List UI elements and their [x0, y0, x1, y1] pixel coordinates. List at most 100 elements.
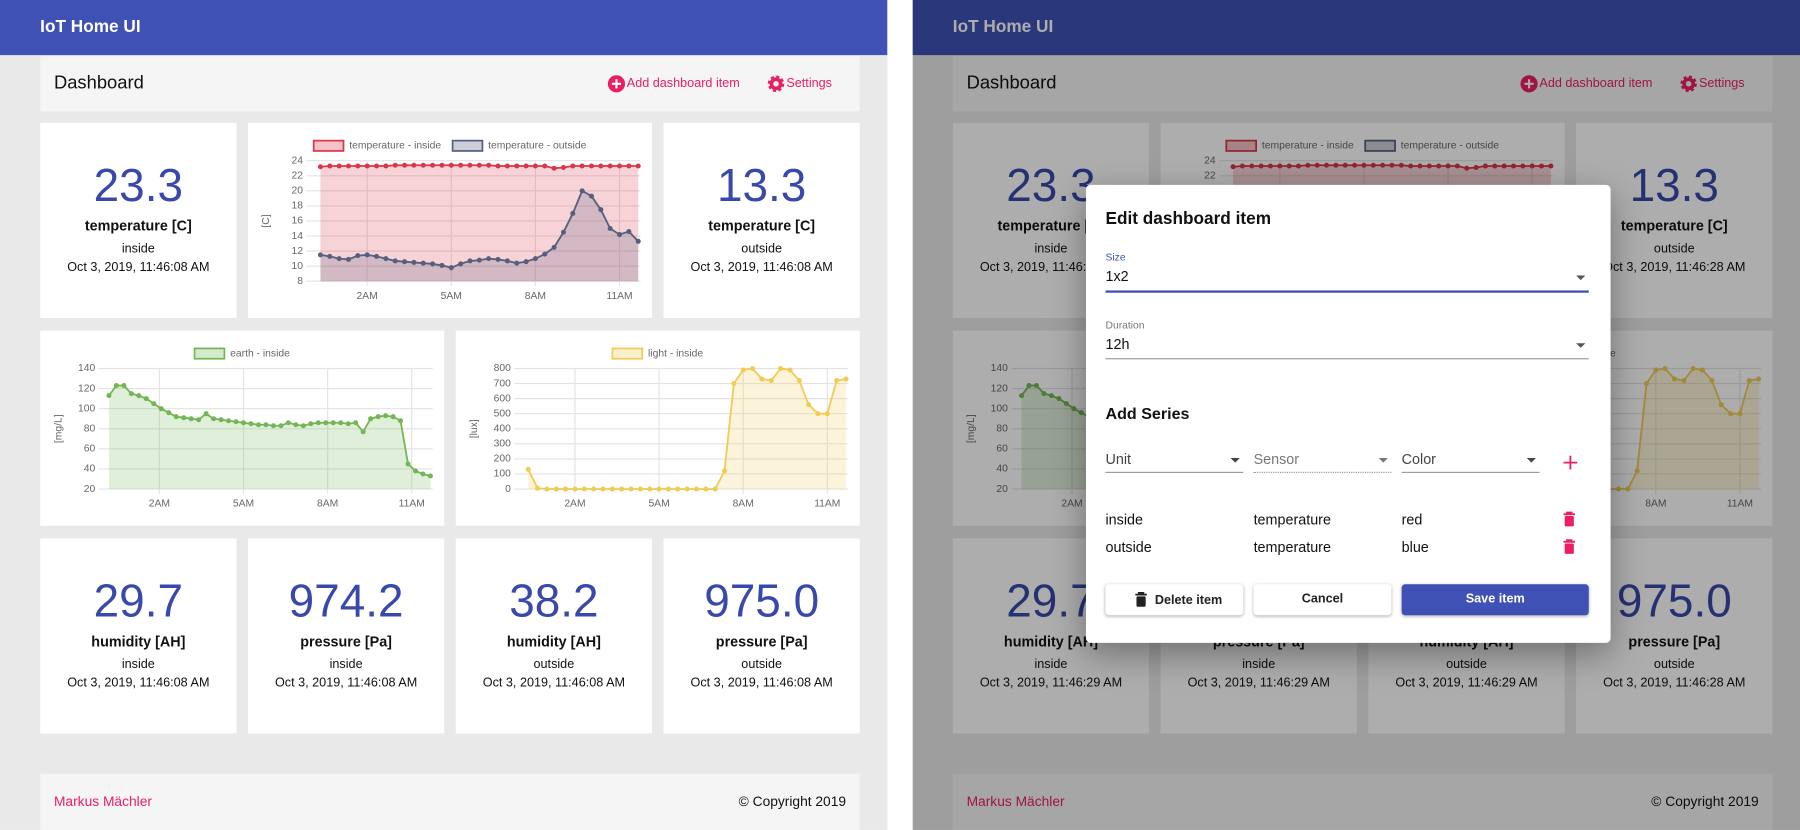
- data-point: [1681, 378, 1687, 384]
- y-tick-label: 10: [292, 261, 304, 272]
- data-point: [1314, 162, 1320, 168]
- data-point: [703, 486, 709, 492]
- sensor-time: Oct 3, 2019, 11:46:29 AM: [1395, 676, 1538, 690]
- data-point: [360, 429, 366, 435]
- legend-label: temperature - outside: [1401, 141, 1499, 152]
- dialog-title: Edit dashboard item: [1105, 208, 1272, 229]
- data-point: [1258, 163, 1264, 169]
- data-point: [166, 410, 172, 416]
- icon-shape: [611, 79, 622, 89]
- settings-button[interactable]: Settings: [767, 72, 847, 95]
- data-point: [383, 256, 389, 262]
- add-series-button[interactable]: [1562, 455, 1578, 471]
- data-point: [1718, 402, 1724, 408]
- x-tick-label: 11AM: [1727, 499, 1753, 510]
- data-point: [626, 163, 632, 169]
- y-axis-label: [C]: [261, 214, 272, 227]
- data-point: [778, 365, 784, 372]
- data-point: [665, 486, 671, 492]
- data-point: [317, 164, 323, 170]
- save-button[interactable]: Save item: [1401, 584, 1589, 616]
- data-point: [1709, 378, 1715, 384]
- series-area: [320, 165, 639, 282]
- data-point: [579, 188, 585, 194]
- sensor-time: Oct 3, 2019, 11:46:08 AM: [690, 676, 833, 690]
- y-tick-label: 16: [292, 216, 304, 227]
- data-point: [226, 418, 232, 424]
- footer-author[interactable]: Markus Mächler: [966, 793, 1065, 810]
- button-label: Settings: [786, 76, 832, 91]
- color-select[interactable]: Color: [1401, 448, 1540, 473]
- data-point: [1295, 163, 1302, 169]
- y-axis-label: [mg/L]: [966, 414, 977, 443]
- sensor-value: 38.2: [509, 576, 599, 627]
- sensor-location: inside: [121, 657, 155, 672]
- data-point: [514, 163, 520, 169]
- data-point: [1019, 393, 1025, 399]
- sensor-location: outside: [533, 657, 575, 672]
- data-point: [143, 396, 149, 402]
- field-label: Size: [1105, 251, 1126, 263]
- cancel-button[interactable]: Cancel: [1253, 584, 1392, 616]
- sensor-select[interactable]: Sensor: [1253, 448, 1392, 473]
- y-tick-label: 140: [78, 363, 95, 374]
- data-point: [1510, 163, 1516, 169]
- add-item-button[interactable]: Add dashboard item: [607, 72, 745, 95]
- add-item-button[interactable]: Add dashboard item: [1520, 72, 1658, 95]
- data-point: [151, 401, 157, 407]
- select-placeholder: Color: [1401, 451, 1436, 468]
- footer-copyright: © Copyright 2019: [738, 793, 847, 810]
- data-point: [1737, 411, 1743, 417]
- data-point: [495, 256, 501, 262]
- data-point: [656, 486, 662, 492]
- data-point: [731, 381, 737, 387]
- y-tick-label: 100: [494, 469, 511, 480]
- data-point: [430, 162, 436, 168]
- select-placeholder: Unit: [1105, 451, 1132, 468]
- x-tick-label: 5AM: [441, 291, 462, 302]
- data-point: [458, 261, 464, 267]
- data-point: [626, 229, 632, 235]
- footer-author[interactable]: Markus Mächler: [53, 793, 152, 810]
- settings-button[interactable]: Settings: [1679, 72, 1759, 95]
- data-point: [609, 486, 615, 492]
- sensor-value: 23.3: [1006, 160, 1096, 212]
- icon-shape: [1563, 455, 1578, 470]
- data-point: [1056, 396, 1062, 402]
- page-title: Dashboard: [966, 73, 1057, 93]
- legend-label: temperature - inside: [1262, 141, 1354, 152]
- data-point: [1249, 163, 1255, 169]
- size-select[interactable]: 1x2: [1105, 265, 1588, 293]
- sensor-card: 29.7 humidity [AH] inside Oct 3, 2019, 11:4…: [40, 538, 237, 734]
- data-point: [467, 258, 473, 264]
- data-point: [532, 256, 538, 262]
- delete-button[interactable]: Delete item: [1105, 584, 1244, 616]
- delete-icon[interactable]: [1562, 511, 1576, 527]
- chart-card: 0 100 200 300 400 500 600 700 800 2AM 5AM 8AM 11AM [l…: [455, 330, 860, 526]
- data-point: [353, 420, 359, 426]
- data-point: [364, 163, 370, 169]
- data-point: [598, 163, 604, 169]
- data-point: [532, 163, 538, 169]
- data-point: [383, 163, 389, 169]
- button-label: Add dashboard item: [626, 76, 740, 91]
- data-point: [1048, 393, 1054, 399]
- legend-label: light - inside: [648, 348, 703, 359]
- add-icon: [1520, 75, 1538, 93]
- chart-card: 8 10 12 14 16 18 20 22 24 2AM 5AM 8AM 11AM [C] tempera…: [247, 122, 653, 318]
- unit-select[interactable]: Unit: [1105, 448, 1244, 473]
- sensor-label: temperature [C]: [997, 218, 1105, 235]
- data-point: [270, 423, 276, 429]
- data-point: [448, 162, 454, 168]
- data-point: [581, 486, 587, 492]
- sensor-time: Oct 3, 2019, 11:46:28 AM: [1603, 676, 1746, 690]
- data-point: [572, 486, 578, 492]
- data-point: [405, 461, 411, 467]
- y-tick-label: 24: [1204, 155, 1216, 166]
- button-label: Settings: [1698, 76, 1745, 91]
- legend-swatch: [193, 347, 226, 360]
- duration-select[interactable]: 12h: [1105, 333, 1588, 361]
- data-point: [1286, 163, 1292, 169]
- sensor-value: 975.0: [704, 576, 820, 627]
- delete-icon[interactable]: [1562, 538, 1576, 554]
